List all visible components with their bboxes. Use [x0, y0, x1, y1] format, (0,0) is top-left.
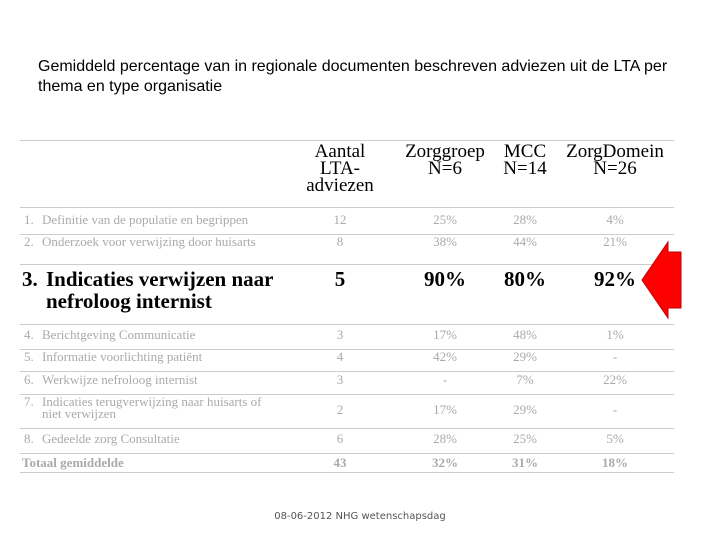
cell-value: 92% — [594, 267, 636, 291]
rule — [20, 264, 674, 265]
row-label: Onderzoek voor verwijzing door huisarts — [42, 234, 256, 249]
row-label: Berichtgeving Communicatie — [42, 327, 196, 342]
row-label: Werkwijze nefroloog internist — [42, 372, 198, 387]
rule — [20, 453, 674, 454]
cell-value: 4 — [336, 349, 344, 364]
slide-title: Gemiddeld percentage van in regionale do… — [38, 58, 668, 95]
row-label: Indicaties terugverwijzing naar huisarts… — [42, 394, 262, 421]
rule — [20, 349, 674, 350]
red-arrow — [641, 240, 682, 320]
cell-value: 4% — [606, 212, 624, 227]
cell-value: 28% — [433, 431, 457, 446]
column-header: ZorgDomein N=26 — [566, 141, 664, 179]
column-header: MCC N=14 — [503, 141, 547, 179]
rule — [20, 234, 674, 235]
row-number: 4. — [24, 327, 34, 342]
cell-value: 12 — [333, 212, 347, 227]
footer: 08-06-2012 NHG wetenschapsdag — [274, 511, 446, 522]
row-number: 3. — [22, 267, 38, 291]
row-number: 2. — [24, 234, 34, 249]
cell-value: 21% — [603, 234, 627, 249]
row-number: 5. — [24, 349, 34, 364]
total-value: 31% — [512, 455, 538, 470]
row-number: 8. — [24, 431, 34, 446]
cell-value: 17% — [433, 327, 457, 342]
total-value: 43 — [333, 455, 347, 470]
rule — [20, 140, 674, 141]
cell-value: 29% — [513, 402, 537, 417]
column-header: Aantal LTA-adviezen — [306, 141, 374, 196]
row-number: 6. — [24, 372, 34, 387]
cell-value: 80% — [504, 267, 546, 291]
rule — [20, 371, 674, 372]
cell-value: - — [612, 349, 618, 364]
cell-value: 8 — [336, 234, 344, 249]
cell-value: 25% — [513, 431, 537, 446]
cell-value: - — [612, 402, 618, 417]
rule — [20, 472, 674, 473]
cell-value: 42% — [433, 349, 457, 364]
cell-value: 28% — [513, 212, 537, 227]
rule — [20, 324, 674, 325]
row-label: Informatie voorlichting patiënt — [42, 349, 203, 364]
column-header: Zorggroep N=6 — [405, 141, 485, 179]
cell-value: 17% — [433, 402, 457, 417]
cell-value: 22% — [603, 372, 627, 387]
row-number: 1. — [24, 212, 34, 227]
total-value: 18% — [602, 455, 628, 470]
cell-value: 3 — [336, 372, 344, 387]
cell-value: 38% — [433, 234, 457, 249]
row-label: Definitie van de populatie en begrippen — [42, 212, 249, 227]
total-label: Totaal gemiddelde — [22, 455, 124, 470]
row-label: Gedeelde zorg Consultatie — [42, 431, 180, 446]
cell-value: 48% — [513, 327, 537, 342]
cell-value: 3 — [336, 327, 344, 342]
total-value: 32% — [432, 455, 458, 470]
cell-value: 29% — [513, 349, 537, 364]
cell-value: 6 — [336, 431, 344, 446]
cell-value: 5% — [606, 431, 624, 446]
cell-value: 7% — [516, 372, 534, 387]
rule — [20, 428, 674, 429]
cell-value: 25% — [433, 212, 457, 227]
cell-value: 1% — [606, 327, 624, 342]
cell-value: 90% — [424, 267, 466, 291]
cell-value: 5 — [334, 267, 346, 291]
rule — [20, 207, 674, 208]
rule — [20, 394, 674, 395]
row-label: Indicaties verwijzen naar nefroloog inte… — [46, 267, 274, 313]
cell-value: 44% — [513, 234, 537, 249]
cell-value: - — [442, 372, 448, 387]
cell-value: 2 — [336, 402, 344, 417]
row-number: 7. — [24, 394, 34, 409]
